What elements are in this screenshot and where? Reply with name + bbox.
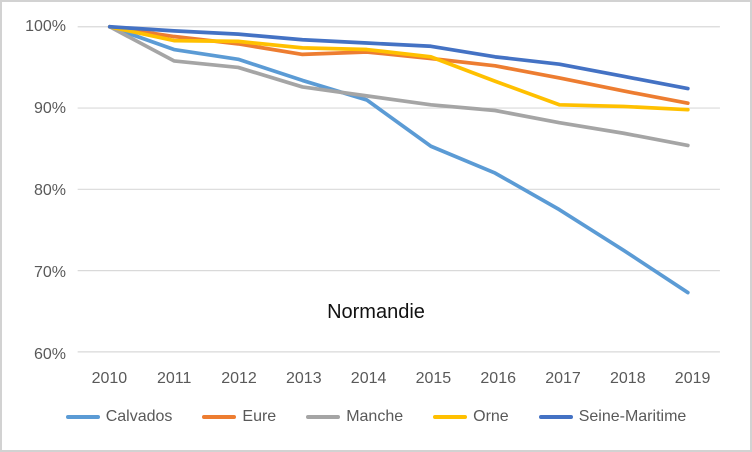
series-line-calvados: [107, 24, 690, 295]
x-tick-label: 2014: [350, 370, 387, 387]
x-tick-label: 2012: [221, 370, 257, 387]
y-tick-label: 90%: [33, 100, 66, 117]
y-tick-label: 70%: [33, 264, 66, 281]
legend-item-orne: Orne: [433, 408, 509, 426]
x-tick-label: 2015: [415, 370, 452, 387]
x-tick-label: 2017: [545, 370, 581, 387]
legend-item-eure: Eure: [202, 408, 276, 426]
legend-swatch-icon: [433, 415, 468, 419]
legend-swatch-icon: [538, 415, 573, 419]
x-tick-label: 2010: [91, 370, 128, 387]
legend-label: Calvados: [105, 408, 173, 425]
y-tick-label: 100%: [25, 18, 66, 35]
legend-item-seine-maritime: Seine-Maritime: [538, 408, 687, 426]
y-tick-label: 80%: [33, 182, 66, 199]
x-tick-label: 2011: [156, 370, 192, 387]
series-line-manche: [107, 24, 690, 148]
legend: Calvados Eure Manche Orne Seine-Maritime: [2, 408, 750, 426]
legend-label: Manche: [346, 408, 404, 425]
legend-swatch-icon: [306, 415, 341, 419]
x-tick-label: 2019: [674, 370, 711, 387]
x-tick-label: 2018: [610, 370, 646, 387]
x-tick-label: 2016: [480, 370, 516, 387]
legend-item-calvados: Calvados: [65, 408, 173, 426]
x-tick-label: 2013: [286, 370, 322, 387]
legend-label: Seine-Maritime: [578, 408, 687, 425]
y-tick-label: 60%: [33, 346, 66, 363]
legend-label: Orne: [473, 408, 509, 425]
series-line-orne: [107, 24, 690, 112]
chart-title: Normandie: [327, 301, 425, 323]
legend-label: Eure: [242, 408, 277, 425]
series-line-seine-maritime: [107, 24, 690, 91]
legend-swatch-icon: [65, 415, 100, 419]
legend-swatch-icon: [202, 415, 237, 419]
legend-item-manche: Manche: [306, 408, 403, 426]
